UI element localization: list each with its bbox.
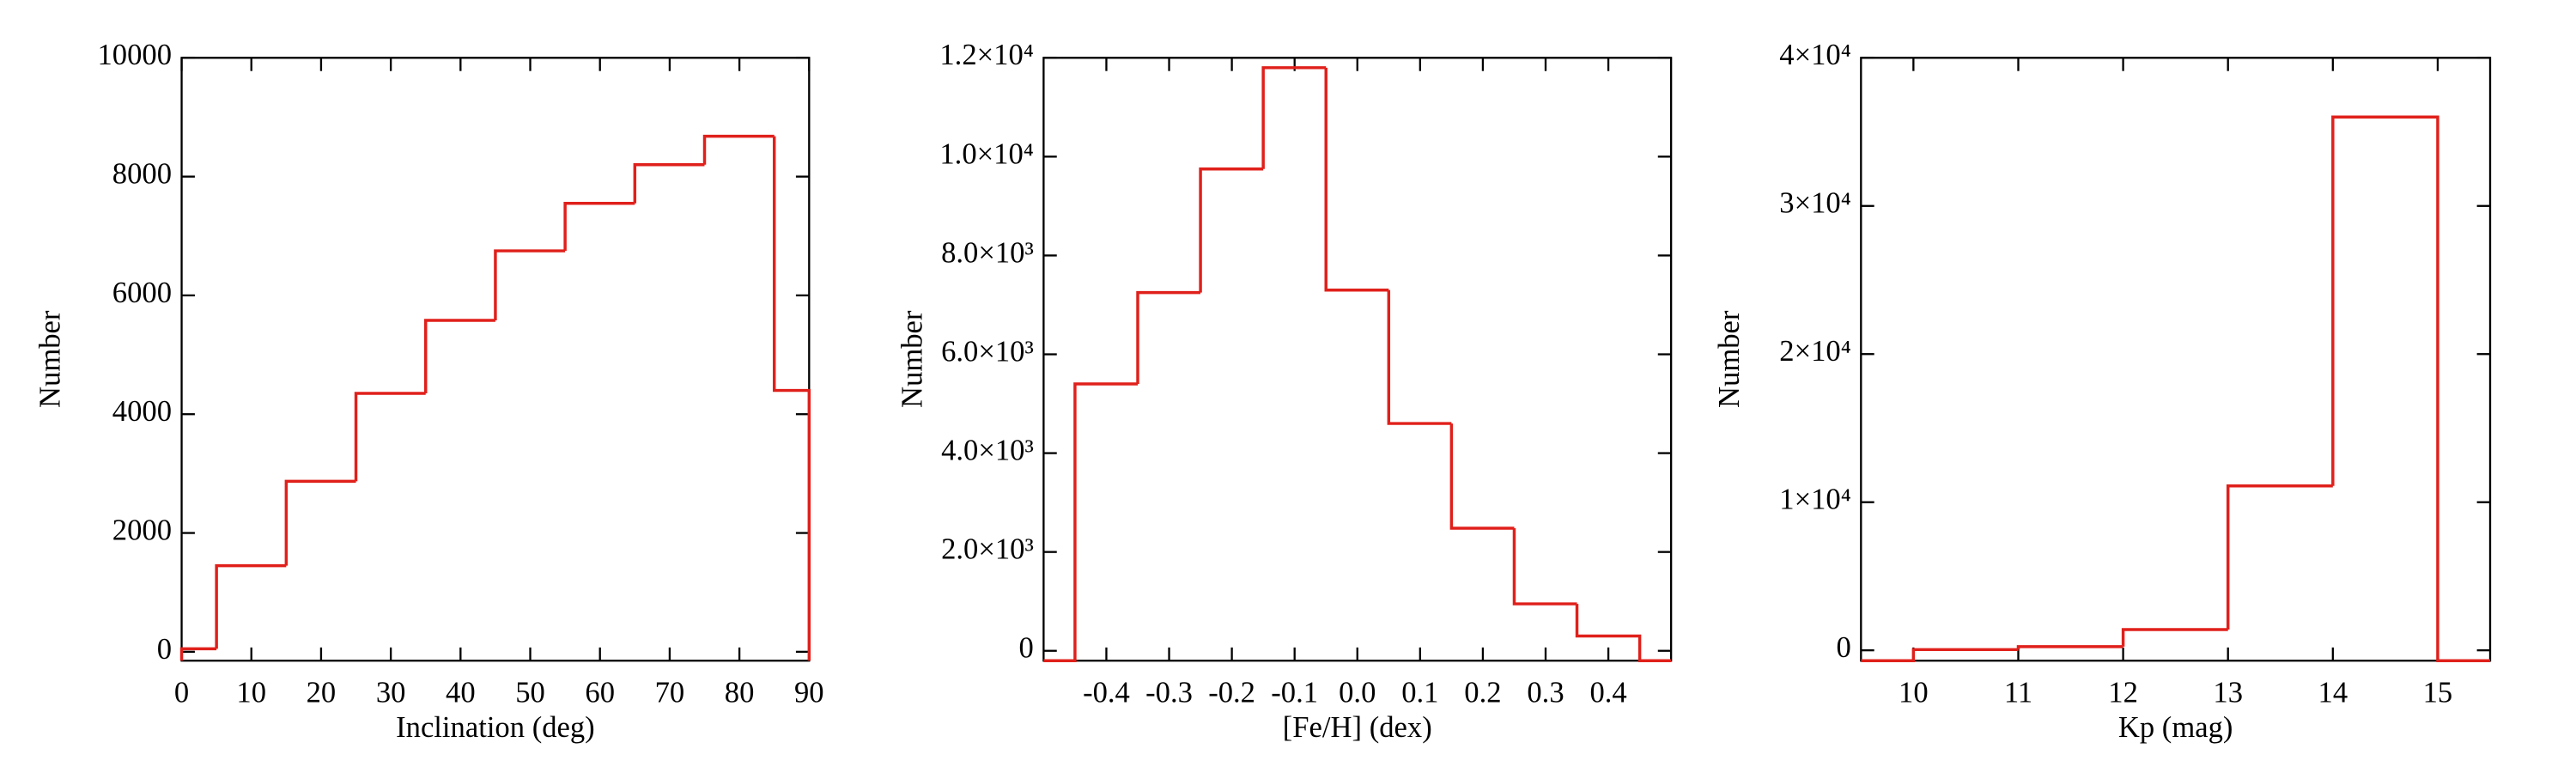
x-tick-label: 0.0: [1339, 677, 1376, 709]
histogram-bin: [702, 134, 775, 165]
y-tick-label: 3×10⁴: [1779, 187, 1851, 220]
histogram-bin: [2121, 628, 2228, 647]
histogram-bin: [2016, 645, 2123, 650]
y-axis-label: Number: [33, 310, 66, 408]
x-axis-label: [Fe/H] (dex): [1283, 711, 1432, 744]
y-tick-label: 2.0×10³: [941, 533, 1034, 566]
histogram-bin: [1136, 290, 1201, 385]
x-axis-label: Inclination (deg): [396, 711, 595, 744]
x-tick-label: 14: [2318, 677, 2348, 709]
y-tick-label: 2×10⁴: [1779, 335, 1851, 368]
x-tick-label: 12: [2108, 677, 2138, 709]
x-tick-label: 30: [376, 677, 406, 709]
histogram-bin: [1387, 289, 1452, 425]
x-tick-label: 0.4: [1589, 677, 1626, 709]
y-tick-label: 4×10⁴: [1779, 39, 1851, 71]
x-tick-label: 15: [2423, 677, 2453, 709]
histogram-bin: [423, 319, 495, 394]
x-tick-label: 0: [174, 677, 189, 709]
histogram-bin: [1575, 604, 1672, 662]
x-tick-label: 10: [1899, 677, 1929, 709]
histogram-bin: [284, 479, 356, 566]
x-tick-label: 80: [725, 677, 755, 709]
y-tick-label: 6.0×10³: [941, 335, 1034, 368]
y-tick-label: 8.0×10³: [941, 236, 1034, 269]
x-tick-label: 90: [794, 677, 824, 709]
x-tick-label: 0.1: [1401, 677, 1438, 709]
x-tick-label: 0.2: [1464, 677, 1501, 709]
x-tick-label: 11: [2004, 677, 2032, 709]
y-tick-label: 1.2×10⁴: [939, 39, 1033, 71]
histogram-bin: [179, 647, 217, 661]
plot-frame: [1860, 57, 2492, 662]
x-tick-label: 50: [515, 677, 545, 709]
x-tick-label: -0.4: [1083, 677, 1130, 709]
x-tick-label: 0.3: [1527, 677, 1564, 709]
y-axis-label: Number: [896, 310, 928, 408]
histogram-bin: [1043, 382, 1138, 662]
x-tick-label: 10: [236, 677, 266, 709]
y-tick-label: 10000: [97, 39, 172, 71]
histogram-bin: [1261, 66, 1327, 169]
x-axis-label: Kp (mag): [2118, 711, 2233, 744]
y-tick-label: 4.0×10³: [941, 435, 1034, 467]
x-tick-label: -0.2: [1208, 677, 1255, 709]
y-tick-label: 1×10⁴: [1779, 484, 1851, 516]
histogram-bin: [1449, 423, 1515, 530]
histogram-bin: [633, 163, 705, 204]
y-tick-label: 2000: [112, 514, 172, 546]
x-tick-label: 40: [446, 677, 476, 709]
histogram-bin: [563, 202, 635, 252]
histogram-bin: [215, 563, 287, 649]
histogram-bin: [772, 136, 811, 661]
plot-frame: [180, 57, 811, 662]
histogram-bin: [2226, 484, 2333, 630]
histogram-bin: [1324, 67, 1389, 292]
x-tick-label: 13: [2213, 677, 2243, 709]
y-tick-label: 4000: [112, 395, 172, 428]
histogram-bin: [494, 249, 566, 320]
x-tick-label: -0.1: [1271, 677, 1318, 709]
y-tick-label: 6000: [112, 277, 172, 309]
y-tick-label: 8000: [112, 158, 172, 191]
histogram-bin: [1512, 528, 1577, 606]
histogram-bin: [354, 392, 426, 482]
x-tick-label: 20: [307, 677, 337, 709]
y-tick-label: 0: [157, 633, 172, 666]
y-tick-label: 1.0×10⁴: [939, 137, 1033, 170]
y-axis-label: Number: [1713, 310, 1746, 408]
histogram-bin: [1861, 648, 2019, 662]
x-tick-label: 60: [585, 677, 615, 709]
histogram-bin: [2331, 115, 2490, 662]
y-tick-label: 0: [1019, 632, 1034, 665]
histogram-bin: [1199, 167, 1264, 293]
y-tick-label: 0: [1836, 631, 1850, 664]
x-tick-label: -0.3: [1145, 677, 1193, 709]
x-tick-label: 70: [655, 677, 685, 709]
